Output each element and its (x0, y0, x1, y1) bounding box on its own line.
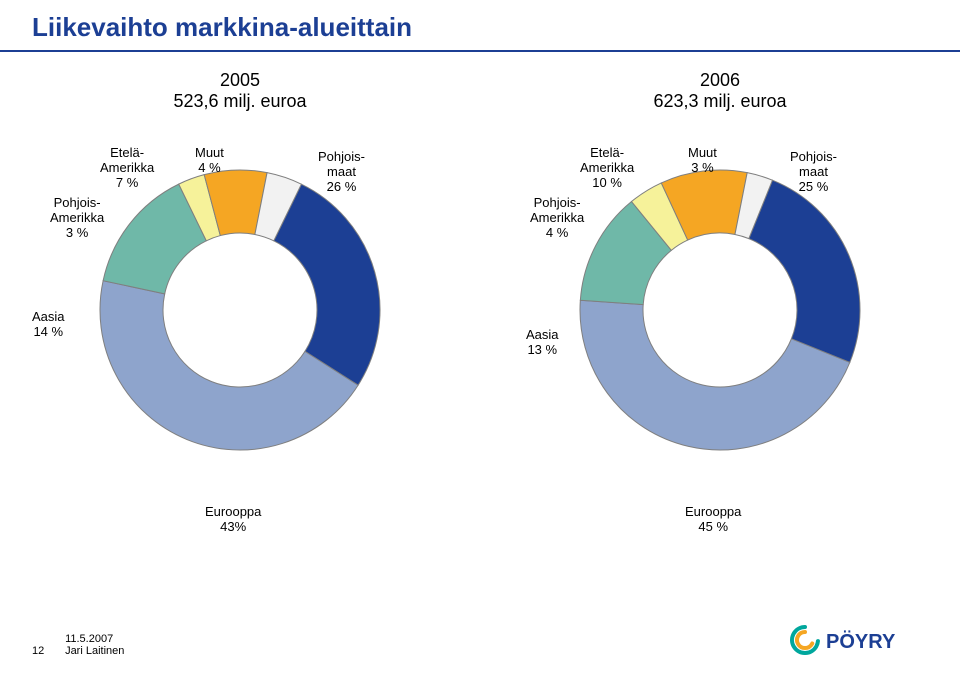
logo-text: PÖYRY (826, 630, 896, 653)
label-2006-south-america: Etelä-Amerikka10 % (580, 146, 634, 191)
footer-author: Jari Laitinen (65, 645, 124, 657)
label-2005-other: Muut4 % (195, 146, 224, 176)
chart-2005-amount: 523,6 milj. euroa (173, 91, 306, 111)
chart-2006: 2006 623,3 milj. euroa Etelä-Amerikka10 … (480, 60, 960, 600)
label-2005-nordic: Pohjois-maat26 % (318, 150, 365, 195)
slide-title: Liikevaihto markkina-alueittain (32, 12, 412, 43)
chart-2005: 2005 523,6 milj. euroa Etelä-Amerikka7 %… (0, 60, 480, 600)
chart-2006-donut (570, 160, 870, 460)
chart-2005-header: 2005 523,6 milj. euroa (0, 70, 480, 112)
chart-2006-year: 2006 (700, 70, 740, 90)
page-number: 12 (32, 645, 62, 657)
footer-meta: 11.5.2007 Jari Laitinen (65, 633, 124, 657)
chart-2005-year: 2005 (220, 70, 260, 90)
donut-slice-nordic (274, 184, 380, 385)
label-2006-north-america: Pohjois-Amerikka4 % (530, 196, 584, 241)
label-2006-asia: Aasia13 % (526, 328, 559, 358)
slide-footer: 12 11.5.2007 Jari Laitinen (32, 633, 124, 657)
chart-area: 2005 523,6 milj. euroa Etelä-Amerikka7 %… (0, 60, 960, 600)
label-2006-nordic: Pohjois-maat25 % (790, 150, 837, 195)
footer-date: 11.5.2007 (65, 633, 113, 645)
label-2005-south-america: Etelä-Amerikka7 % (100, 146, 154, 191)
label-2005-europe: Eurooppa43% (205, 505, 261, 535)
chart-2005-donut (90, 160, 390, 460)
donut-slice-nordic (749, 180, 860, 362)
chart-2006-amount: 623,3 milj. euroa (653, 91, 786, 111)
logo-swirl-icon (792, 627, 818, 653)
title-underline (0, 50, 960, 52)
label-2006-europe: Eurooppa45 % (685, 505, 741, 535)
chart-2006-header: 2006 623,3 milj. euroa (480, 70, 960, 112)
label-2005-north-america: Pohjois-Amerikka3 % (50, 196, 104, 241)
label-2005-asia: Aasia14 % (32, 310, 65, 340)
label-2006-other: Muut3 % (688, 146, 717, 176)
poyry-logo: PÖYRY (788, 623, 928, 657)
